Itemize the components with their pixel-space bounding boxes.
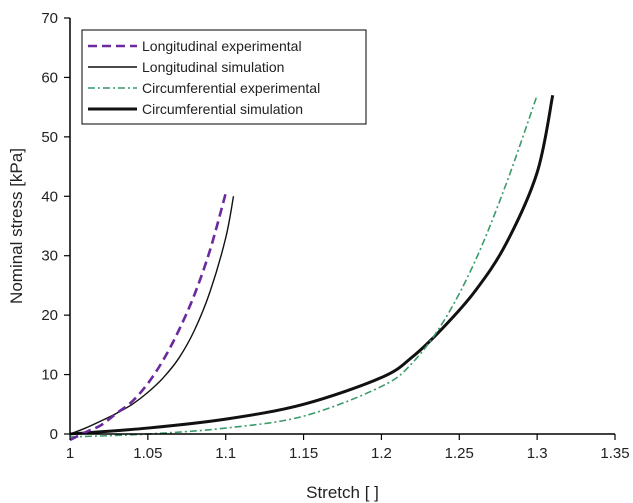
series-line-longitudinal-experimental (69, 192, 227, 442)
legend-label: Longitudinal simulation (142, 59, 284, 75)
legend-label: Circumferential simulation (142, 101, 303, 117)
series-line-longitudinal-simulation (69, 196, 235, 435)
y-tick-label: 30 (41, 248, 58, 265)
x-tick-label: 1.1 (215, 445, 236, 462)
y-tick-label: 70 (41, 10, 58, 27)
x-tick-label: 1 (66, 445, 74, 462)
x-axis-ticks: 1 1.05 1.1 1.15 1.2 1.25 1.3 1.35 (66, 434, 630, 462)
y-tick-label: 60 (41, 69, 58, 86)
x-tick-label: 1.05 (133, 445, 162, 462)
x-tick-label: 1.25 (445, 445, 474, 462)
legend: Longitudinal experimental Longitudinal si… (81, 29, 367, 125)
y-tick-label: 0 (50, 426, 58, 443)
x-tick-label: 1.15 (289, 445, 318, 462)
x-tick-label: 1.2 (371, 445, 392, 462)
legend-items: Longitudinal experimental Longitudinal si… (88, 38, 320, 117)
series-lines (69, 94, 555, 442)
y-axis-ticks: 0 10 20 30 40 50 60 70 (41, 10, 70, 443)
y-tick-label: 50 (41, 129, 58, 146)
y-axis-title: Nominal stress [kPa] (7, 148, 26, 304)
series-line-circumferential-experimental (69, 94, 538, 438)
y-tick-label: 40 (41, 188, 58, 205)
x-axis-title: Stretch [ ] (306, 483, 379, 502)
y-tick-label: 10 (41, 367, 58, 384)
legend-label: Circumferential experimental (142, 80, 320, 96)
y-tick-label: 20 (41, 307, 58, 324)
legend-label: Longitudinal experimental (142, 38, 302, 54)
x-tick-label: 1.35 (600, 445, 629, 462)
x-tick-label: 1.3 (527, 445, 548, 462)
series-line-circumferential-simulation (69, 94, 555, 436)
